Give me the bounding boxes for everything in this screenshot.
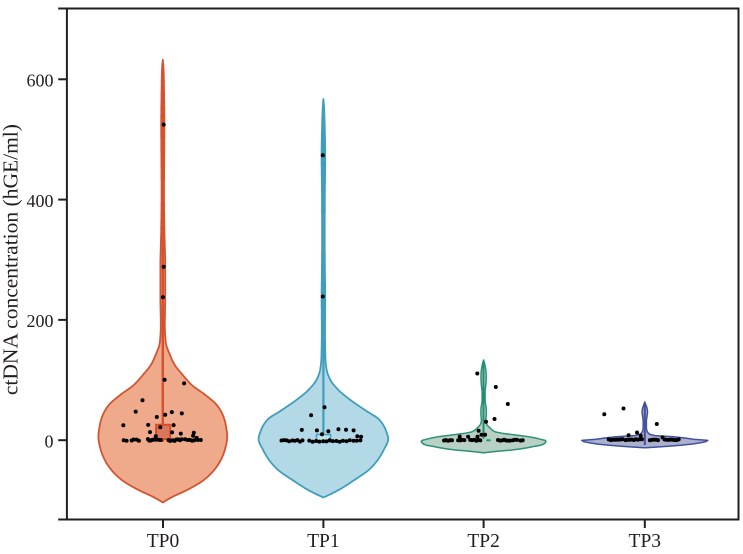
svg-text:TP3: TP3 xyxy=(629,531,662,552)
svg-text:600: 600 xyxy=(27,71,54,91)
svg-text:0: 0 xyxy=(45,431,54,451)
svg-text:ctDNA concentration (hGE/ml): ctDNA concentration (hGE/ml) xyxy=(0,124,23,395)
svg-text:TP1: TP1 xyxy=(307,531,340,552)
svg-text:200: 200 xyxy=(27,311,54,331)
svg-text:TP2: TP2 xyxy=(467,531,500,552)
svg-text:TP0: TP0 xyxy=(147,531,180,552)
svg-text:400: 400 xyxy=(27,191,54,211)
